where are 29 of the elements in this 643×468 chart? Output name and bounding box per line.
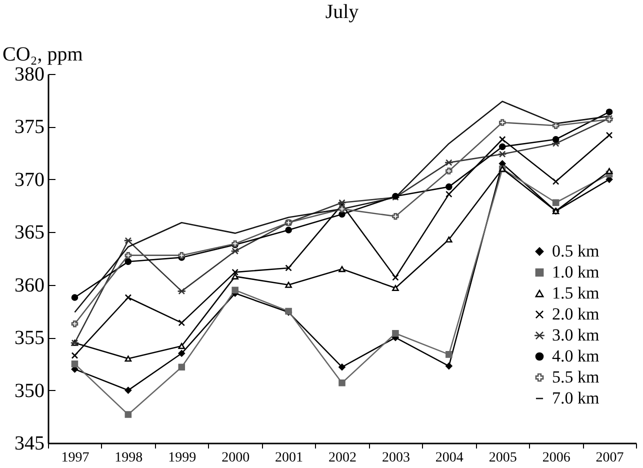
x-tick-label: 2006 [542, 450, 570, 466]
x-tick-label: 1998 [114, 450, 143, 466]
x-tick-label: 1999 [168, 450, 196, 466]
y-tick-label: 360 [14, 274, 44, 296]
legend-label: 2.0 km [552, 304, 600, 324]
legend-label: 1.5 km [552, 284, 600, 302]
legend-label: 3.0 km [552, 326, 600, 344]
x-tick-label: 2001 [275, 450, 304, 466]
legend-label: 7.0 km [552, 388, 600, 408]
x-tick-label: 1997 [61, 450, 90, 466]
x-tick-label: 2004 [435, 450, 464, 466]
x-tick-label: 2007 [596, 450, 624, 466]
x-tick-label: 2002 [328, 450, 356, 466]
legend-label: 0.5 km [552, 242, 600, 260]
legend-label: 1.0 km [552, 262, 600, 282]
legend-label: 5.5 km [552, 368, 600, 386]
y-tick-label: 345 [14, 432, 44, 454]
y-tick-label: 355 [14, 327, 44, 350]
y-axis-title: CO₂, ppm [2, 44, 84, 66]
y-tick-label: 375 [14, 116, 44, 138]
legend-label: 4.0 km [552, 346, 600, 366]
x-tick-label: 2000 [222, 450, 250, 466]
x-tick-label: 2003 [382, 450, 410, 466]
x-tick-label: 2005 [488, 450, 517, 466]
y-tick-label: 365 [14, 222, 44, 244]
chart-title: July [325, 1, 359, 23]
y-tick-label: 380 [14, 64, 44, 86]
y-tick-label: 350 [14, 380, 44, 402]
y-tick-label: 370 [14, 168, 44, 191]
